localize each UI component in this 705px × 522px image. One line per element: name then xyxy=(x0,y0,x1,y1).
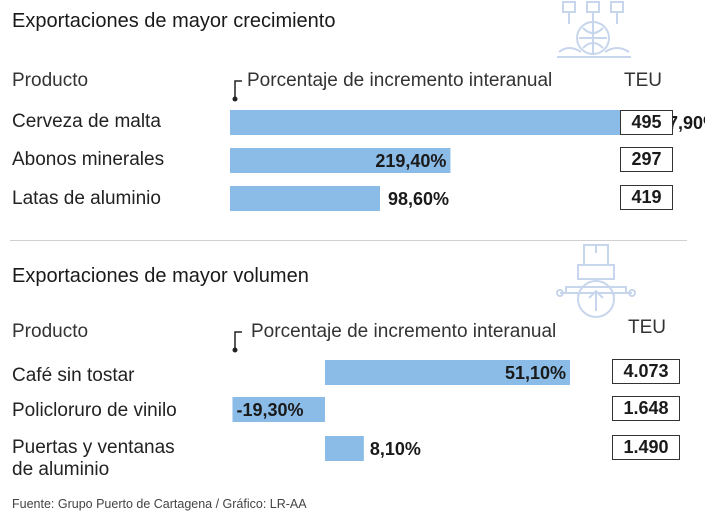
teu-value: 297 xyxy=(620,147,673,172)
data-label: -19,30% xyxy=(236,400,303,420)
data-label: 98,60% xyxy=(388,189,449,209)
bar xyxy=(230,186,380,211)
bar xyxy=(325,436,364,461)
bar-chart-volume: 51,10% -19,30% 8,10% xyxy=(0,241,705,496)
source-note: Fuente: Grupo Puerto de Cartagena / Gráf… xyxy=(12,497,307,511)
teu-value: 4.073 xyxy=(612,359,680,384)
data-label: 51,10% xyxy=(505,363,566,383)
data-label: 219,40% xyxy=(375,151,446,171)
bar-chart-growth: 1667,90%219,40%98,60% xyxy=(0,0,705,240)
data-label: 8,10% xyxy=(370,439,421,459)
bar xyxy=(230,110,630,135)
panel-volume: Exportaciones de mayor volumen Producto … xyxy=(0,241,705,496)
teu-value: 1.648 xyxy=(612,396,680,421)
teu-value: 1.490 xyxy=(612,435,680,460)
panel-growth: Exportaciones de mayor crecimiento Produ… xyxy=(0,0,705,240)
teu-value: 419 xyxy=(620,185,673,210)
teu-value: 495 xyxy=(620,110,673,135)
